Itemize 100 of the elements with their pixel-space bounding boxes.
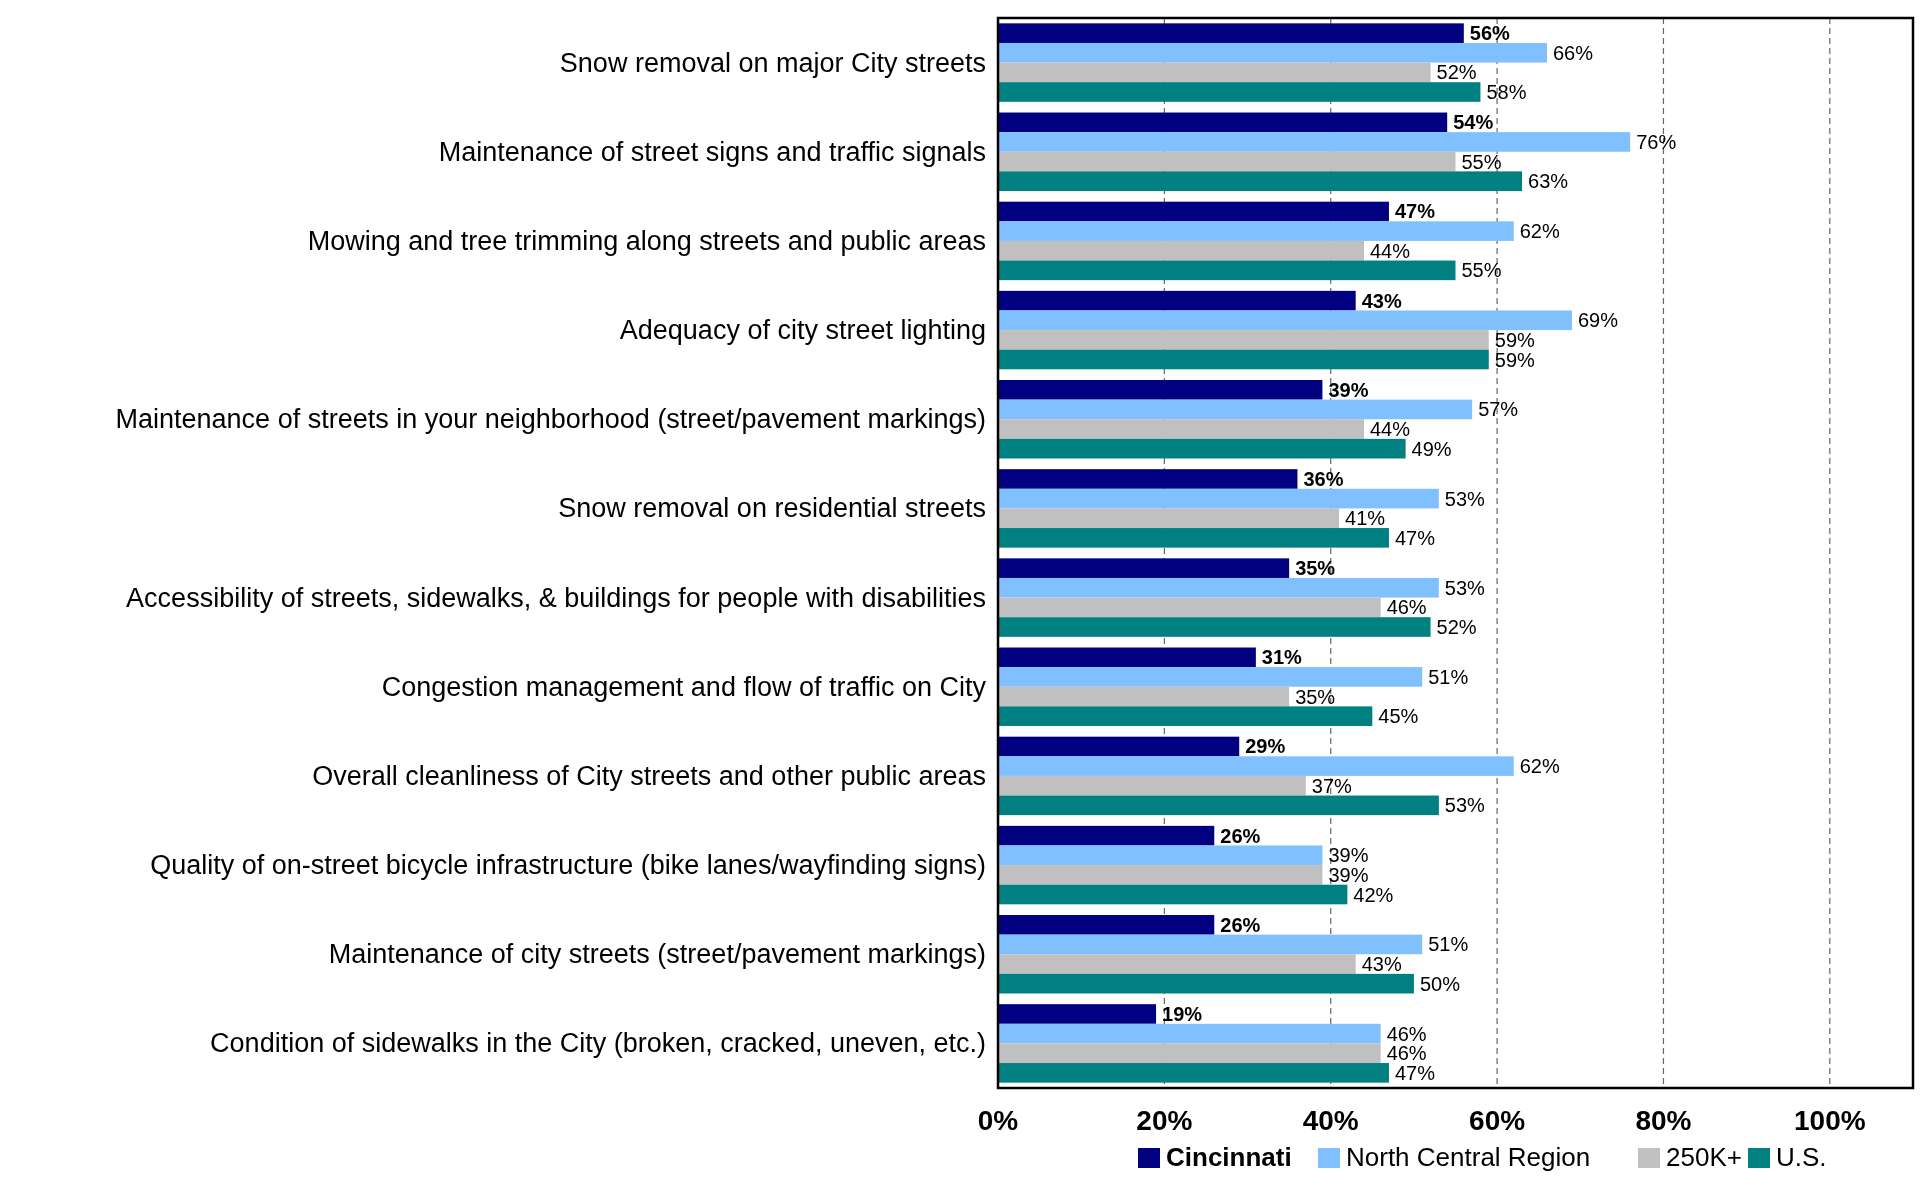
data-label: 51% <box>1428 665 1469 688</box>
y-tick-label: Snow removal on residential streets <box>558 493 986 524</box>
bar <box>998 795 1439 816</box>
data-label: 47% <box>1394 200 1436 223</box>
y-tick-label: Quality of on-street bicycle infrastructure (bike lanes/wayfinding signs) <box>150 850 986 881</box>
x-tick-label: 20% <box>1136 1105 1193 1136</box>
bar <box>998 221 1514 241</box>
bar <box>998 686 1290 707</box>
data-label: 62% <box>1519 220 1560 243</box>
bar <box>998 488 1439 509</box>
y-tick-label: Condition of sidewalks in the City (broken, cracked, uneven, etc.) <box>210 1028 986 1059</box>
bar <box>998 349 1489 370</box>
legend-label: Cincinnati <box>1166 1142 1292 1172</box>
data-label: 52% <box>1436 616 1477 639</box>
data-label: 44% <box>1370 239 1411 262</box>
data-label: 59% <box>1494 328 1536 351</box>
data-label: 76% <box>1636 130 1677 153</box>
data-label: 29% <box>1245 735 1286 758</box>
data-label: 44% <box>1370 418 1411 441</box>
bar <box>998 42 1547 63</box>
bar <box>998 171 1523 191</box>
y-tick-label: Snow removal on major City streets <box>559 47 986 78</box>
data-label: 53% <box>1444 576 1486 599</box>
data-label: 26% <box>1220 824 1261 847</box>
data-label: 31% <box>1261 646 1303 669</box>
data-label: 66% <box>1553 41 1594 64</box>
bar <box>998 865 1323 885</box>
bar <box>998 934 1423 955</box>
bar <box>998 647 1256 668</box>
bar <box>998 1063 1389 1083</box>
x-tick-label: 40% <box>1302 1105 1359 1136</box>
data-label: 36% <box>1303 467 1344 490</box>
data-label: 51% <box>1428 933 1469 956</box>
bar <box>998 617 1431 637</box>
bar <box>998 915 1215 935</box>
bar <box>998 1023 1381 1044</box>
y-tick-label: Congestion management and flow of traffic on City <box>381 671 987 702</box>
data-label: 35% <box>1295 557 1336 580</box>
data-label: 47% <box>1394 526 1436 549</box>
legend-label: North Central Region <box>1346 1142 1591 1172</box>
y-tick-label: Maintenance of city streets (street/pavement markings) <box>328 939 986 970</box>
bar <box>998 884 1348 905</box>
bar <box>998 597 1381 618</box>
bar <box>998 775 1306 796</box>
data-label: 59% <box>1494 348 1536 371</box>
bar <box>998 1043 1381 1064</box>
bar <box>998 736 1240 757</box>
bar <box>998 201 1389 222</box>
bar <box>998 82 1481 102</box>
bar <box>998 973 1414 994</box>
bar <box>998 330 1489 350</box>
bar <box>998 23 1464 43</box>
bar <box>998 260 1456 281</box>
data-label: 53% <box>1444 794 1486 817</box>
x-tick-label: 100% <box>1794 1105 1866 1136</box>
data-label: 49% <box>1411 437 1452 460</box>
y-tick-label: Maintenance of streets in your neighborhood (street/pavement markings) <box>115 404 986 435</box>
bar <box>998 706 1373 726</box>
bar <box>998 954 1356 974</box>
data-label: 53% <box>1444 487 1486 510</box>
bar <box>998 151 1456 172</box>
y-tick-label: Adequacy of city street lighting <box>619 315 986 346</box>
data-label: 62% <box>1519 755 1560 778</box>
data-label: 43% <box>1361 289 1402 312</box>
y-tick-label: Overall cleanliness of City streets and other public areas <box>312 760 986 791</box>
data-label: 57% <box>1478 398 1519 421</box>
data-label: 52% <box>1436 61 1477 84</box>
bar <box>998 132 1631 152</box>
data-label: 39% <box>1328 378 1369 401</box>
data-label: 41% <box>1345 507 1386 530</box>
bar <box>998 756 1514 776</box>
bar <box>998 558 1290 578</box>
data-label: 58% <box>1486 81 1527 104</box>
data-label: 35% <box>1295 685 1336 708</box>
bar <box>998 469 1298 489</box>
data-label: 63% <box>1528 170 1569 193</box>
bar <box>998 845 1323 866</box>
data-label: 37% <box>1311 774 1353 797</box>
bar <box>998 667 1423 687</box>
legend-label: U.S. <box>1776 1142 1827 1172</box>
bar <box>998 290 1356 311</box>
data-label: 54% <box>1453 111 1494 134</box>
data-label: 55% <box>1461 150 1502 173</box>
data-label: 46% <box>1386 1022 1427 1045</box>
y-tick-label: Accessibility of streets, sidewalks, & buildings for people with disabilities <box>126 582 986 613</box>
y-tick-label: Maintenance of street signs and traffic signals <box>438 136 986 167</box>
bar <box>998 380 1323 400</box>
data-label: 26% <box>1220 913 1261 936</box>
data-label: 19% <box>1162 1002 1203 1025</box>
bar <box>998 577 1439 598</box>
x-tick-label: 0% <box>977 1105 1019 1136</box>
legend-label: 250K+ <box>1666 1142 1742 1172</box>
data-label: 55% <box>1461 259 1502 282</box>
data-label: 69% <box>1577 309 1619 332</box>
bar <box>998 310 1572 331</box>
bar <box>998 508 1340 529</box>
bar <box>998 528 1389 548</box>
x-tick-label: 80% <box>1635 1105 1692 1136</box>
bar <box>998 419 1364 439</box>
data-label: 50% <box>1419 972 1461 995</box>
